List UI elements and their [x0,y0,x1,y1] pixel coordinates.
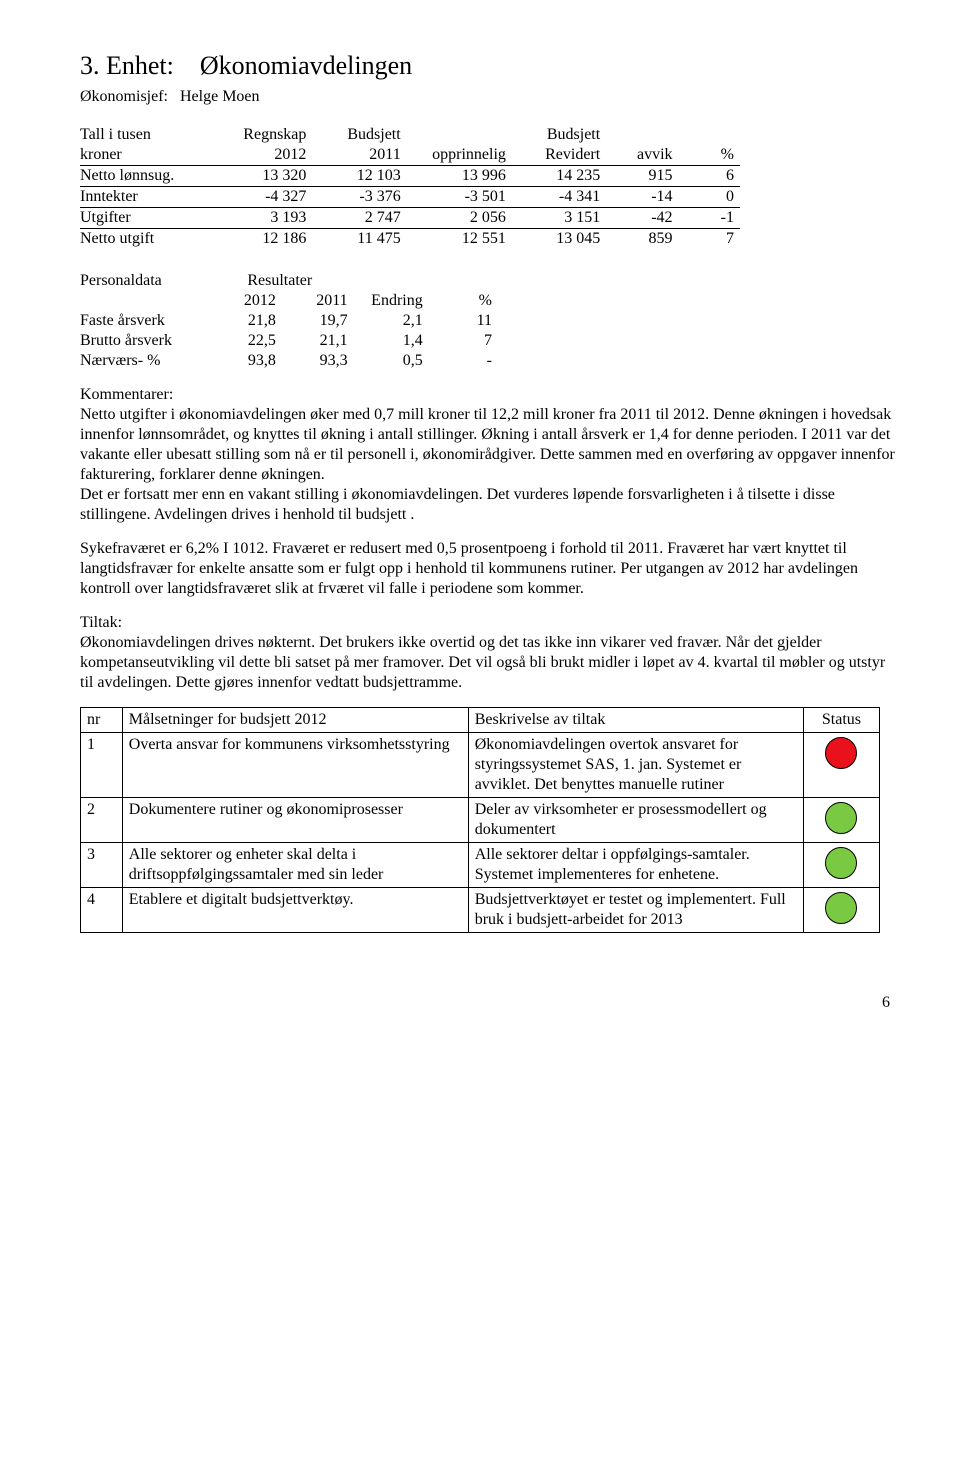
comments-para-2: Sykefraværet er 6,2% I 1012. Fraværet er… [80,539,900,599]
personal-table: Personaldata Resultater 2012 2011 Endrin… [80,271,500,371]
comments-block: Kommentarer: Netto utgifter i økonomiavd… [80,385,900,525]
finance-row: Netto utgift12 18611 47512 55113 0458597 [80,228,740,249]
finance-row: Netto lønnsug.13 32012 10313 99614 23591… [80,165,740,186]
tiltak-para: Økonomiavdelingen drives nøkternt. Det b… [80,633,900,693]
goals-row: 3Alle sektorer og enheter skal delta i d… [81,842,880,887]
personal-header-1: Personaldata Resultater [80,271,500,291]
tiltak-block: Tiltak: Økonomiavdelingen drives nøktern… [80,613,900,693]
goals-header: nr Målsetninger for budsjett 2012 Beskri… [81,707,880,732]
goals-row: 1Overta ansvar for kommunens virksomhets… [81,732,880,797]
comments-label: Kommentarer: [80,385,900,405]
title-label: Enhet: [106,51,174,80]
personal-row: Brutto årsverk22,521,11,47 [80,331,500,351]
page-number: 6 [80,993,900,1013]
goals-row: 4Etablere et digitalt budsjettverktøy.Bu… [81,887,880,932]
finance-table: Tall i tusen Regnskap Budsjett Budsjett … [80,125,740,249]
finance-header-1: Tall i tusen Regnskap Budsjett Budsjett [80,125,740,145]
status-circle-icon [825,892,857,924]
page-title: 3. Enhet: Økonomiavdelingen [80,50,900,83]
finance-row: Utgifter3 1932 7472 0563 151-42-1 [80,207,740,228]
finance-row: Inntekter-4 327-3 376-3 501-4 341-140 [80,186,740,207]
status-circle-icon [825,802,857,834]
goals-table: nr Målsetninger for budsjett 2012 Beskri… [80,707,880,933]
finance-header-2: kroner 2012 2011 opprinnelig Revidert av… [80,145,740,166]
personal-header-2: 2012 2011 Endring % [80,291,500,311]
goals-row: 2Dokumentere rutiner og økonomiprosesser… [81,797,880,842]
tiltak-label: Tiltak: [80,613,900,633]
title-number: 3. [80,51,100,80]
status-circle-icon [825,737,857,769]
status-circle-icon [825,847,857,879]
chief-line: Økonomisjef: Helge Moen [80,87,900,107]
personal-row: Nærværs- %93,893,30,5- [80,351,500,371]
comments-para-1b: Det er fortsatt mer enn en vakant stilli… [80,485,900,525]
comments-para-1: Netto utgifter i økonomiavdelingen øker … [80,405,900,485]
title-unit: Økonomiavdelingen [200,51,412,80]
personal-row: Faste årsverk21,819,72,111 [80,311,500,331]
